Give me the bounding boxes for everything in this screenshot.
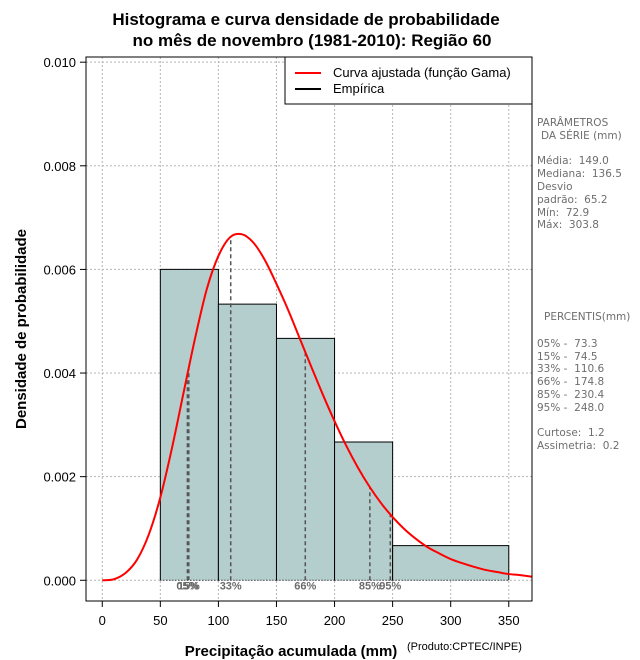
percentis-title: PERCENTIS(mm) bbox=[544, 311, 631, 323]
percentile-33: 33% - 110.6 bbox=[537, 363, 605, 376]
bar-outline-3 bbox=[334, 441, 394, 581]
percentile-label-05: 05% bbox=[176, 580, 198, 592]
percentile-05: 05% - 73.3 bbox=[537, 337, 598, 350]
percentile-label-33: 33% bbox=[220, 580, 242, 592]
x-tick-label-2: 100 bbox=[208, 613, 230, 628]
y-tick-label-4: 0.008 bbox=[43, 159, 76, 174]
stat-max: Máx: 303.8 bbox=[537, 219, 599, 232]
percentiles-panel: PERCENTIS(mm) 05% - 73.3 15% - 74.5 33% … bbox=[537, 311, 640, 453]
percentile-85: 85% - 230.4 bbox=[537, 388, 605, 401]
percentile-label-15: 15% bbox=[178, 580, 200, 592]
x-tick-label-3: 150 bbox=[266, 613, 288, 628]
percentile-15: 15% - 74.5 bbox=[537, 350, 598, 363]
stat-min: Mín: 72.9 bbox=[537, 206, 590, 219]
stat-desvio-value: padrão: 65.2 bbox=[537, 193, 608, 206]
legend-box bbox=[284, 56, 533, 105]
parametros-title: PARÂMETROS bbox=[537, 117, 609, 129]
bar-1 bbox=[218, 304, 277, 581]
y-tick-label-0: 0.000 bbox=[43, 573, 76, 588]
chart-title-line1: Histograma e curva densidade de probabil… bbox=[112, 10, 499, 29]
percentile-label-66: 66% bbox=[294, 580, 316, 592]
stat-curtose: Curtose: 1.2 bbox=[537, 427, 605, 440]
y-tick-label-3: 0.006 bbox=[43, 262, 76, 277]
y-axis-ticks: 0.000 0.002 0.004 0.006 0.008 0.010 bbox=[43, 55, 86, 588]
x-tick-label-7: 350 bbox=[498, 613, 520, 628]
fitted-curve bbox=[102, 232, 533, 582]
x-tick-label-4: 200 bbox=[324, 613, 346, 628]
bar-outline-4 bbox=[392, 545, 510, 581]
stat-assimetria: Assimetria: 0.2 bbox=[537, 440, 620, 453]
y-tick-label-1: 0.002 bbox=[43, 470, 76, 485]
x-tick-label-0: 0 bbox=[99, 613, 106, 628]
product-credit: (Produto:CPTEC/INPE) bbox=[407, 641, 522, 653]
legend-curve-label: Curva ajustada (função Gama) bbox=[333, 65, 511, 80]
bar-4 bbox=[392, 545, 509, 581]
percentile-label-85: 85% bbox=[359, 580, 381, 592]
x-axis-ticks: 0 50 100 150 200 250 300 350 bbox=[99, 601, 520, 628]
percentile-95: 95% - 248.0 bbox=[537, 401, 605, 414]
histogram-bars bbox=[159, 268, 510, 581]
chart-title-line2: no mês de novembro (1981-2010): Região 6… bbox=[132, 31, 491, 50]
percentile-lines: 05%15% 33% 66% 85%95% bbox=[176, 237, 402, 592]
legend-empirical-label: Empírica bbox=[333, 81, 385, 96]
stat-mediana: Mediana: 136.5 bbox=[537, 168, 622, 181]
gamma-curve-line bbox=[102, 232, 533, 582]
parametros-subtitle: DA SÉRIE (mm) bbox=[541, 129, 622, 142]
y-tick-label-5: 0.010 bbox=[43, 55, 76, 70]
x-axis-label: Precipitação acumulada (mm) bbox=[185, 643, 398, 660]
x-tick-label-1: 50 bbox=[153, 613, 167, 628]
y-axis-label: Densidade de probabilidade bbox=[13, 229, 30, 429]
series-parameters-panel: PARÂMETROS DA SÉRIE (mm) Média: 149.0 Me… bbox=[537, 117, 640, 232]
percentile-label-95: 95% bbox=[379, 580, 401, 592]
bar-3 bbox=[334, 441, 393, 581]
stat-desvio-label: Desvio bbox=[537, 180, 573, 193]
legend: Curva ajustada (função Gama) Empírica bbox=[284, 56, 533, 105]
x-tick-label-5: 250 bbox=[382, 613, 404, 628]
stat-media: Média: 149.0 bbox=[537, 155, 609, 168]
x-tick-label-6: 300 bbox=[440, 613, 462, 628]
y-tick-label-2: 0.004 bbox=[43, 366, 76, 381]
percentile-66: 66% - 174.8 bbox=[537, 376, 605, 389]
